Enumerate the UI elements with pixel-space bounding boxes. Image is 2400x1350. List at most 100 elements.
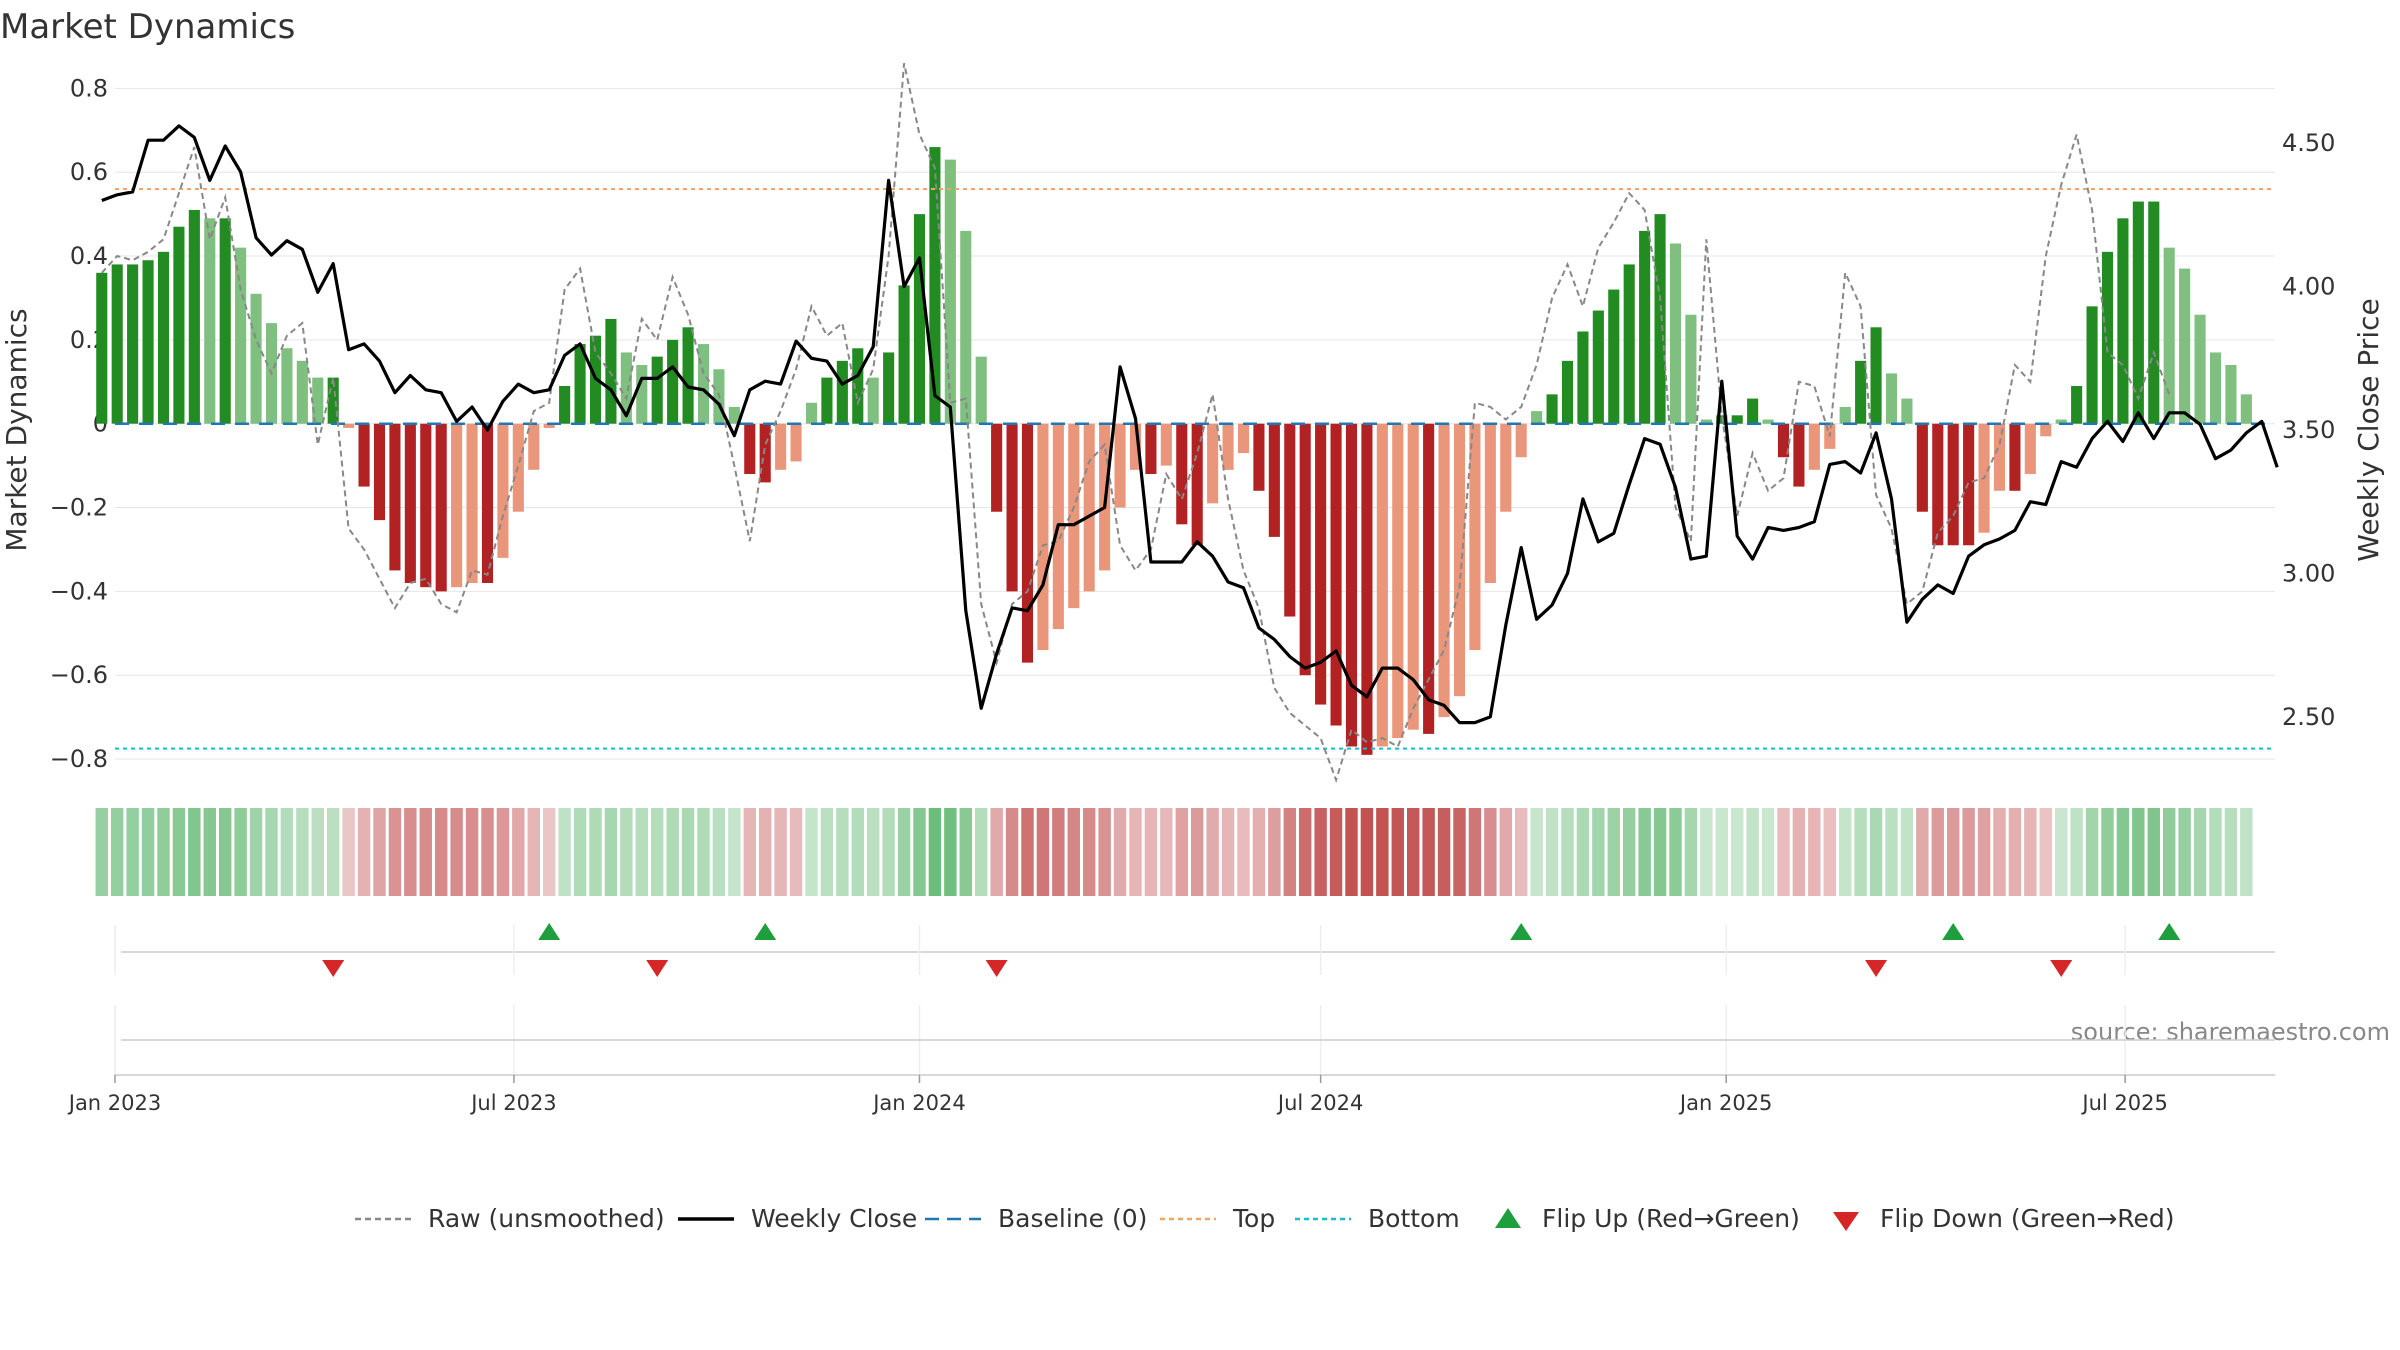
regime-cell [635, 808, 648, 896]
regime-cell [1777, 808, 1790, 896]
dynamics-bar [1268, 423, 1280, 537]
regime-cell [1484, 808, 1497, 896]
dynamics-bar [929, 147, 941, 424]
regime-cell [928, 808, 942, 896]
regime-cell [1453, 808, 1466, 896]
dynamics-bar [1669, 243, 1682, 424]
dynamics-bar [682, 327, 694, 424]
dynamics-bar [2240, 394, 2252, 424]
dynamics-bar [1685, 314, 1697, 424]
dynamics-bar [913, 214, 926, 424]
dynamics-bar [497, 423, 509, 558]
regime-cell [1607, 808, 1620, 896]
dynamics-bar [790, 423, 802, 462]
dynamics-bar [420, 423, 432, 588]
dynamics-bar [343, 423, 355, 428]
regime-cell [1576, 808, 1590, 896]
dynamics-bar [1237, 423, 1250, 454]
dynamics-bar [1438, 423, 1450, 718]
dynamics-bar [389, 423, 401, 571]
dynamics-bar [1608, 289, 1620, 424]
regime-cell [1144, 808, 1158, 896]
regime-cell [882, 808, 895, 896]
dynamics-bar [605, 318, 617, 424]
regime-cell [1885, 808, 1898, 896]
regime-cell [326, 808, 340, 896]
regime-cell [604, 808, 618, 896]
flip-down-marker [2050, 960, 2073, 977]
dynamics-bar [1654, 214, 1666, 424]
regime-cell [1869, 808, 1883, 896]
regime-cell [2024, 808, 2037, 896]
regime-cell [1376, 808, 1389, 896]
regime-cell [342, 808, 355, 896]
dynamics-bar [1870, 327, 1882, 424]
regime-cell [512, 808, 525, 896]
legend-label: Flip Down (Green→Red) [1880, 1204, 2175, 1233]
regime-cell [280, 808, 294, 896]
legend-label: Baseline (0) [998, 1204, 1147, 1233]
dynamics-bar [852, 348, 864, 424]
regime-cell [434, 808, 448, 896]
dynamics-bar [2179, 268, 2191, 424]
regime-cell [1345, 808, 1358, 896]
regime-cell [666, 808, 679, 896]
regime-cell [1160, 808, 1173, 896]
dynamics-bar [1160, 423, 1172, 466]
regime-cell [2162, 808, 2176, 896]
y-tick-label-minus-0.2: −0.2 [50, 494, 108, 522]
regime-cell [1514, 808, 1528, 896]
dynamics-bar [1901, 398, 1913, 424]
regime-cell [1653, 808, 1667, 896]
dynamics-bar [1531, 411, 1543, 424]
y-axis-label: Market Dynamics [0, 308, 33, 551]
dynamics-bar [1500, 423, 1512, 512]
regime-cell [897, 808, 911, 896]
regime-cell [836, 808, 849, 896]
regime-cell [573, 808, 587, 896]
regime-cell [172, 808, 186, 896]
dynamics-bar [944, 159, 956, 424]
regime-cell [110, 808, 124, 896]
regime-cell [404, 808, 417, 896]
dynamics-bar [1577, 331, 1589, 424]
dynamics-bar [1777, 423, 1790, 458]
regime-cell [2240, 808, 2253, 896]
regime-cell [1067, 808, 1080, 896]
dynamics-bar [836, 360, 848, 424]
dynamics-bar [1037, 423, 1049, 651]
regime-cell [589, 808, 602, 896]
flip-down-marker [646, 960, 669, 977]
dynamics-bar [312, 377, 324, 424]
dynamics-bar [2086, 306, 2098, 424]
dynamics-bar [1407, 423, 1419, 730]
regime-cell [1329, 808, 1343, 896]
regime-cell [1854, 808, 1867, 896]
regime-cell [913, 808, 926, 896]
regime-cell [1052, 808, 1065, 896]
dynamics-bar [1392, 423, 1404, 739]
regime-cell [2085, 808, 2099, 896]
regime-cell [2209, 808, 2222, 896]
dynamics-bar [1932, 423, 1944, 546]
dynamics-bar [1808, 423, 1820, 470]
regime-cell [296, 808, 309, 896]
regime-cell [728, 808, 741, 896]
regime-cell [1082, 808, 1096, 896]
regime-cell [95, 808, 108, 896]
flip-down-marker [322, 960, 345, 977]
dynamics-bar [620, 352, 632, 424]
y2-tick-label-4.50: 4.50 [2282, 129, 2335, 157]
regime-cell [1268, 808, 1281, 896]
regime-cell [141, 808, 155, 896]
legend-label: Flip Up (Red→Green) [1542, 1204, 1800, 1233]
legend-label: Weekly Close [751, 1204, 917, 1233]
regime-cell [157, 808, 170, 896]
regime-cell [1962, 808, 1975, 896]
flip-up-marker [754, 923, 777, 940]
dynamics-bar [1423, 423, 1435, 734]
regime-cell [1021, 808, 1034, 896]
dynamics-bar [1623, 264, 1635, 424]
regime-cell [1669, 808, 1682, 896]
regime-cell [265, 808, 278, 896]
